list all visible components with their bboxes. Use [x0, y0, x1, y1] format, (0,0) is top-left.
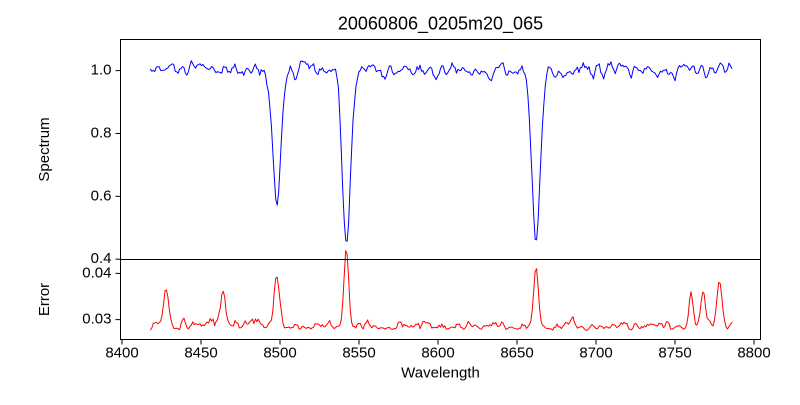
svg-text:8800: 8800 — [737, 345, 770, 362]
svg-text:8400: 8400 — [105, 345, 138, 362]
svg-text:Spectrum: Spectrum — [36, 117, 53, 181]
svg-text:0.03: 0.03 — [82, 311, 111, 328]
svg-text:8750: 8750 — [658, 345, 691, 362]
svg-text:8500: 8500 — [263, 345, 296, 362]
svg-text:0.6: 0.6 — [91, 187, 112, 204]
svg-text:8550: 8550 — [342, 345, 375, 362]
svg-text:8700: 8700 — [579, 345, 612, 362]
svg-text:1.0: 1.0 — [91, 62, 112, 79]
svg-text:8450: 8450 — [184, 345, 217, 362]
svg-text:0.04: 0.04 — [82, 264, 111, 281]
svg-text:0.8: 0.8 — [91, 124, 112, 141]
svg-text:Error: Error — [36, 283, 53, 316]
svg-text:20060806_0205m20_065: 20060806_0205m20_065 — [338, 14, 543, 35]
svg-text:8600: 8600 — [421, 345, 454, 362]
svg-text:8650: 8650 — [500, 345, 533, 362]
svg-text:Wavelength: Wavelength — [401, 365, 480, 382]
